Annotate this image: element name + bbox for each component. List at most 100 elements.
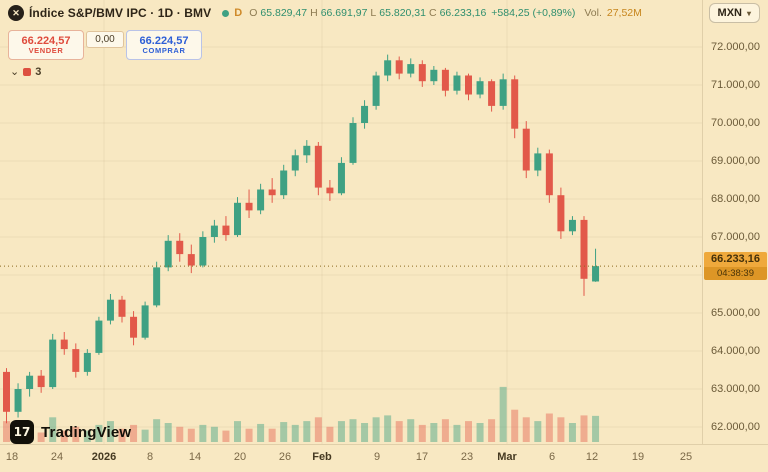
- candle: [534, 153, 542, 171]
- volume-bar: [453, 424, 461, 442]
- volume-bar: [361, 423, 369, 442]
- price-axis-label: 69.000,00: [711, 155, 760, 167]
- candle: [199, 237, 207, 266]
- candle: [568, 219, 576, 232]
- current-price-badge: 66.233,16 04:38:39: [704, 252, 767, 281]
- time-axis-label: 2026: [91, 451, 117, 463]
- candle: [234, 202, 241, 236]
- volume-bar: [153, 419, 161, 442]
- tradingview-logo[interactable]: 17 TradingView: [10, 420, 131, 444]
- volume-bar: [95, 424, 103, 442]
- volume-bar: [303, 421, 311, 442]
- grid-layer: [0, 0, 702, 444]
- volume-bar: [176, 426, 184, 442]
- currency-dropdown[interactable]: MXN ▾: [708, 3, 760, 23]
- time-axis-label: 17: [415, 451, 429, 463]
- candle: [37, 375, 45, 388]
- open-label: O: [249, 7, 258, 19]
- tradingview-brand-text: TradingView: [41, 423, 132, 441]
- sell-button[interactable]: 66.224,57 VENDER: [8, 30, 84, 60]
- candle: [291, 155, 299, 171]
- candle: [280, 170, 288, 196]
- price-axis[interactable]: 66.233,16 04:38:39 72.000,00 71.000,00 70.…: [702, 0, 768, 444]
- time-axis-label: 26: [278, 451, 292, 463]
- candle: [3, 371, 10, 412]
- volume-bar: [568, 423, 576, 442]
- candle: [268, 189, 276, 196]
- candle: [14, 389, 22, 412]
- volume-value: 27,52M: [606, 7, 642, 19]
- candle: [245, 202, 253, 211]
- volume-bar: [141, 429, 149, 442]
- time-axis-label: 9: [373, 451, 381, 463]
- price-axis-label: 71.000,00: [711, 79, 760, 91]
- candle: [153, 267, 161, 306]
- time-axis-label: Feb: [312, 451, 332, 463]
- objects-collapse-chip[interactable]: ⌄ 3: [10, 66, 41, 78]
- price-axis-label: 62.000,00: [711, 421, 760, 433]
- candle: [326, 187, 334, 194]
- change-value: +584,25 (+0,89%): [491, 7, 576, 19]
- candle: [257, 189, 265, 211]
- volume-bar: [557, 417, 565, 442]
- candle: [418, 64, 426, 82]
- candlestick-chart[interactable]: [0, 0, 702, 444]
- chevron-down-icon: ▾: [746, 8, 751, 18]
- volume-bar: [314, 417, 322, 442]
- candle: [106, 299, 114, 321]
- candle: [557, 195, 565, 232]
- volume-bar: [465, 421, 472, 442]
- indicator-marker-icon: [23, 68, 32, 76]
- candle: [488, 81, 496, 106]
- tradingview-mark-icon: 17: [10, 420, 34, 444]
- time-axis-label: 6: [548, 451, 556, 463]
- volume-bar: [222, 430, 230, 442]
- price-axis-label: 68.000,00: [711, 193, 760, 205]
- candles-layer: [3, 54, 600, 424]
- currency-value: MXN: [717, 7, 742, 19]
- volume-bar: [337, 421, 345, 442]
- interval-letter: D: [234, 7, 243, 19]
- buy-button[interactable]: 66.224,57 COMPRAR: [126, 30, 202, 60]
- price-axis-label: 67.000,00: [711, 231, 760, 243]
- candle: [592, 266, 600, 282]
- current-price-value: 66.233,16: [704, 252, 767, 268]
- candle: [349, 123, 357, 163]
- volume-bar: [210, 426, 218, 442]
- bar-countdown: 04:38:39: [704, 267, 767, 281]
- time-axis[interactable]: 18 24 2026 8 14 20 26 Feb 9 17 23 Mar 6 12 19 25: [0, 444, 768, 472]
- candle: [222, 225, 230, 236]
- price-axis-label: 72.000,00: [711, 41, 760, 53]
- candle: [176, 240, 184, 255]
- volume-bar: [545, 413, 553, 442]
- time-axis-label: 12: [585, 451, 599, 463]
- volume-bar: [257, 423, 265, 442]
- volume-bar: [592, 415, 600, 442]
- volume-bar: [118, 428, 126, 442]
- time-axis-label: 20: [233, 451, 247, 463]
- symbol-title[interactable]: Índice S&P/BMV IPC · 1D · BMV: [29, 6, 212, 20]
- volume-bar: [72, 426, 80, 442]
- volume-bar: [280, 422, 288, 442]
- chart-header: ✕ Índice S&P/BMV IPC · 1D · BMV D O 65.82…: [0, 0, 768, 26]
- volume-bar: [37, 432, 45, 442]
- volume-bar: [511, 409, 519, 442]
- candle: [95, 320, 103, 353]
- time-axis-label: 24: [50, 451, 64, 463]
- volume-bar: [199, 424, 207, 442]
- candle: [49, 339, 57, 388]
- volume-bar: [580, 415, 588, 442]
- candle: [453, 75, 461, 91]
- time-axis-label: 19: [631, 451, 645, 463]
- volume-bar: [106, 421, 114, 442]
- volume-bar: [499, 386, 507, 442]
- candle: [60, 339, 68, 350]
- close-label: C: [428, 7, 437, 19]
- candle: [187, 254, 195, 266]
- volume-bar: [407, 419, 415, 442]
- candle: [83, 352, 91, 372]
- volume-bar: [349, 419, 357, 442]
- volume-label: Vol.: [584, 7, 602, 19]
- candle: [499, 79, 507, 106]
- price-axis-label: 63.000,00: [711, 383, 760, 395]
